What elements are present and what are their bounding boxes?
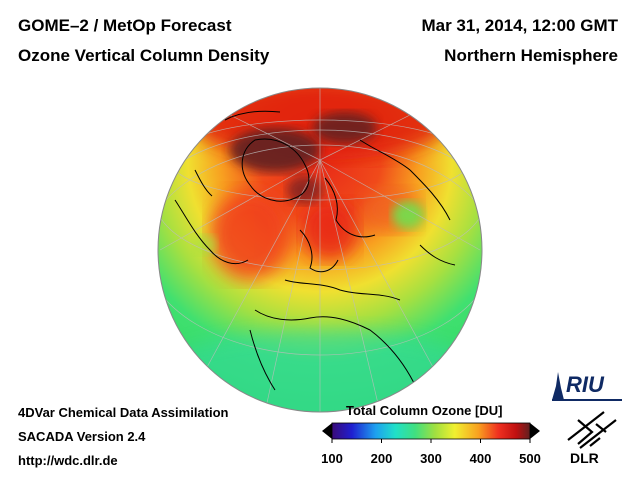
footer-version: SACADA Version 2.4: [18, 429, 146, 444]
coastlines: [174, 110, 456, 391]
colorbar-min-arrow: [322, 423, 332, 439]
colorbar-tick-label: 100: [321, 451, 343, 466]
colorbar-tick-label: 300: [420, 451, 442, 466]
map-region: Northern Hemisphere: [444, 46, 618, 65]
colorbar-tick-label: 200: [370, 451, 393, 466]
dlr-logo-text: DLR: [570, 450, 599, 466]
footer-method: 4DVar Chemical Data Assimilation: [18, 405, 229, 420]
riu-logo-text: RIU: [566, 372, 604, 397]
riu-logo-icon: [552, 372, 622, 401]
colorbar-tick-label: 500: [519, 451, 541, 466]
map-subtitle: Ozone Vertical Column Density: [18, 46, 270, 65]
dlr-logo-icon: [567, 411, 617, 449]
colorbar-title: Total Column Ozone [DU]: [346, 403, 503, 418]
colorbar-tick-label: 400: [469, 451, 492, 466]
colorbar: [331, 422, 531, 440]
colorbar-max-arrow: [530, 423, 540, 439]
map-title: GOME–2 / MetOp Forecast: [18, 16, 232, 35]
globe-outline: [157, 87, 483, 413]
map-date: Mar 31, 2014, 12:00 GMT: [421, 16, 618, 35]
footer-url[interactable]: http://wdc.dlr.de: [18, 453, 118, 468]
